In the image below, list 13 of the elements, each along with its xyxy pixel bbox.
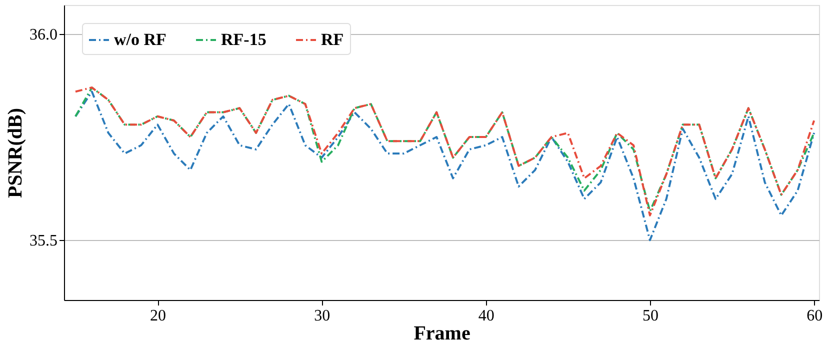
- y-tick-label: 36.0: [30, 26, 58, 44]
- x-tick-label: 40: [478, 308, 494, 324]
- legend-label: w/o RF: [114, 30, 166, 49]
- line-series: [74, 90, 816, 242]
- x-tick-label: 20: [150, 308, 166, 324]
- legend-label: RF-15: [221, 30, 266, 49]
- x-axis-title: Frame: [414, 322, 470, 344]
- y-tick-label: 35.5: [30, 232, 58, 250]
- legend-label: RF: [321, 30, 344, 49]
- x-tick-label: 60: [806, 308, 823, 324]
- x-tick-label: 30: [314, 308, 330, 324]
- x-tick-label: 50: [642, 308, 658, 324]
- y-axis-title: PSNR(dB): [4, 108, 26, 198]
